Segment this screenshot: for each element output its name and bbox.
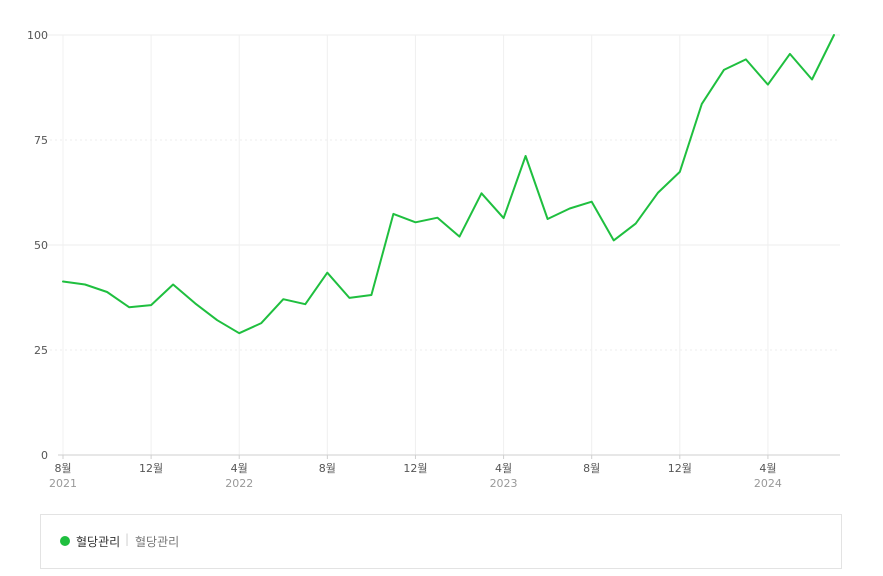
x-month-label: 12월 [139,462,163,475]
legend-separator: | [125,532,130,546]
x-month-label: 4월 [495,462,512,475]
x-year-label: 2022 [225,477,253,490]
trend-chart: 0 25 50 75 100 8월 2021 12월 4월 2022 8월 12월 4월 2023 8월 12… [27,29,840,490]
y-tick-label: 75 [34,134,48,147]
x-month-label: 4월 [231,462,248,475]
x-month-label: 8월 [583,462,600,475]
legend-color-dot[interactable] [60,536,70,546]
x-month-label: 12월 [403,462,427,475]
grid-lines [40,34,840,455]
axes: 0 25 50 75 100 8월 2021 12월 4월 2022 8월 12월 4월 2023 8월 12… [27,29,840,490]
series-lines [62,34,835,335]
x-month-label: 4월 [759,462,776,475]
x-year-label: 2023 [490,477,518,490]
y-tick-label: 50 [34,239,48,252]
x-month-label: 8월 [54,462,71,475]
legend-series-name[interactable]: 혈당관리 [76,535,121,549]
x-month-label: 12월 [668,462,692,475]
x-year-label: 2021 [49,477,77,490]
y-tick-label: 0 [41,449,48,462]
series-line [62,34,835,335]
legend: 혈당관리 | 혈당관리 [40,514,842,569]
y-tick-label: 100 [27,29,48,42]
y-tick-label: 25 [34,344,48,357]
x-year-label: 2024 [754,477,782,490]
x-month-label: 8월 [319,462,336,475]
legend-keyword: 혈당관리 [135,535,180,549]
